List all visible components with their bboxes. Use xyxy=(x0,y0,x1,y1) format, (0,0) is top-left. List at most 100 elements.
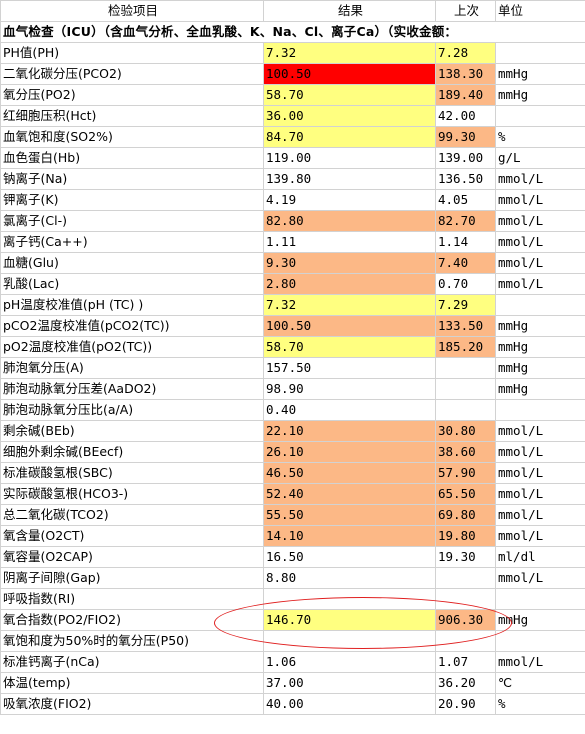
unit-cell xyxy=(495,588,585,610)
unit-cell: mmHg xyxy=(495,315,585,337)
table-row[interactable]: 钾离子(K) 4.19 4.05 mmol/L xyxy=(0,189,585,211)
item-name-cell: 氧容量(O2CAP) xyxy=(0,546,264,568)
table-row[interactable]: 总二氧化碳(TCO2) 55.50 69.80 mmol/L xyxy=(0,504,585,526)
header-unit[interactable]: 单位 xyxy=(495,0,585,22)
result-cell: 52.40 xyxy=(263,483,436,505)
header-previous[interactable]: 上次 xyxy=(435,0,496,22)
result-cell: 40.00 xyxy=(263,693,436,715)
header-row: 检验项目 结果 上次 单位 xyxy=(0,0,585,22)
previous-cell: 136.50 xyxy=(435,168,496,190)
previous-cell: 189.40 xyxy=(435,84,496,106)
section-row[interactable]: 血气检查（ICU）（含血气分析、全血乳酸、K、Na、Cl、离子Ca）（实收金额： xyxy=(0,21,585,43)
table-row[interactable]: 钠离子(Na) 139.80 136.50 mmol/L xyxy=(0,168,585,190)
table-row[interactable]: 阴离子间隙(Gap) 8.80 mmol/L xyxy=(0,567,585,589)
result-cell: 58.70 xyxy=(263,84,436,106)
unit-cell: mmol/L xyxy=(495,189,585,211)
unit-cell: mmol/L xyxy=(495,525,585,547)
unit-cell xyxy=(495,105,585,127)
result-cell: 7.32 xyxy=(263,294,436,316)
unit-cell xyxy=(495,399,585,421)
item-name-cell: 血氧饱和度(SO2%) xyxy=(0,126,264,148)
item-name-cell: 肺泡氧分压(A) xyxy=(0,357,264,379)
table-row[interactable]: pCO2温度校准值(pCO2(TC)) 100.50 133.50 mmHg xyxy=(0,315,585,337)
previous-cell: 133.50 xyxy=(435,315,496,337)
item-name-cell: 血糖(Glu) xyxy=(0,252,264,274)
result-cell: 146.70 xyxy=(263,609,436,631)
item-name-cell: 肺泡动脉氧分压比(a/A) xyxy=(0,399,264,421)
result-cell: 46.50 xyxy=(263,462,436,484)
unit-cell: mmHg xyxy=(495,84,585,106)
previous-cell: 19.30 xyxy=(435,546,496,568)
previous-cell xyxy=(435,357,496,379)
lab-results-body: 检验项目 结果 上次 单位 血气检查（ICU）（含血气分析、全血乳酸、K、Na、… xyxy=(0,0,585,715)
table-row[interactable]: 吸氧浓度(FIO2) 40.00 20.90% xyxy=(0,693,585,715)
item-name-cell: 氧饱和度为50%时的氧分压(P50) xyxy=(0,630,264,652)
table-row[interactable]: 肺泡动脉氧分压比(a/A) 0.40 xyxy=(0,399,585,421)
unit-cell: mmol/L xyxy=(495,420,585,442)
previous-cell: 906.30 xyxy=(435,609,496,631)
item-name-cell: 阴离子间隙(Gap) xyxy=(0,567,264,589)
table-row[interactable]: 氧容量(O2CAP) 16.50 19.30 ml/dl xyxy=(0,546,585,568)
table-row[interactable]: 剩余碱(BEb) 22.10 30.80 mmol/L xyxy=(0,420,585,442)
table-row[interactable]: pH温度校准值(pH (TC) ) 7.32 7.29 xyxy=(0,294,585,316)
unit-cell: ℃ xyxy=(495,672,585,694)
result-cell: 1.06 xyxy=(263,651,436,673)
table-row[interactable]: 氧含量(O2CT) 14.10 19.80 mmol/L xyxy=(0,525,585,547)
previous-cell: 99.30 xyxy=(435,126,496,148)
table-row[interactable]: 氯离子(Cl-) 82.80 82.70 mmol/L xyxy=(0,210,585,232)
result-cell: 36.00 xyxy=(263,105,436,127)
unit-cell: mmol/L xyxy=(495,651,585,673)
table-row[interactable]: 氧合指数(PO2/FIO2) 146.70 906.30 mmHg xyxy=(0,609,585,631)
previous-cell: 138.30 xyxy=(435,63,496,85)
result-cell: 58.70 xyxy=(263,336,436,358)
item-name-cell: 剩余碱(BEb) xyxy=(0,420,264,442)
item-name-cell: 血色蛋白(Hb) xyxy=(0,147,264,169)
unit-cell: mmol/L xyxy=(495,441,585,463)
table-row[interactable]: 标准钙离子(nCa) 1.06 1.07 mmol/L xyxy=(0,651,585,673)
table-row[interactable]: 标准碳酸氢根(SBC) 46.50 57.90 mmol/L xyxy=(0,462,585,484)
previous-cell xyxy=(435,378,496,400)
table-row[interactable]: 血色蛋白(Hb) 119.00 139.00 g/L xyxy=(0,147,585,169)
table-row[interactable]: 肺泡动脉氧分压差(AaDO2) 98.90 mmHg xyxy=(0,378,585,400)
item-name-cell: 乳酸(Lac) xyxy=(0,273,264,295)
item-name-cell: 呼吸指数(RI) xyxy=(0,588,264,610)
table-row[interactable]: PH值(PH) 7.32 7.28 xyxy=(0,42,585,64)
result-cell: 9.30 xyxy=(263,252,436,274)
lab-results-table: 检验项目 结果 上次 单位 血气检查（ICU）（含血气分析、全血乳酸、K、Na、… xyxy=(0,0,585,715)
table-row[interactable]: 二氧化碳分压(PCO2) 100.50 138.30 mmHg xyxy=(0,63,585,85)
unit-cell: mmol/L xyxy=(495,252,585,274)
section-title: 血气检查（ICU）（含血气分析、全血乳酸、K、Na、Cl、离子Ca）（实收金额： xyxy=(0,21,585,43)
result-cell: 14.10 xyxy=(263,525,436,547)
table-row[interactable]: 实际碳酸氢根(HCO3-) 52.40 65.50 mmol/L xyxy=(0,483,585,505)
previous-cell: 4.05 xyxy=(435,189,496,211)
table-row[interactable]: 血氧饱和度(SO2%) 84.70 99.30% xyxy=(0,126,585,148)
result-cell: 0.40 xyxy=(263,399,436,421)
result-cell: 139.80 xyxy=(263,168,436,190)
table-row[interactable]: 红细胞压积(Hct) 36.00 42.00 xyxy=(0,105,585,127)
table-row[interactable]: 乳酸(Lac) 2.80 0.70 mmol/L xyxy=(0,273,585,295)
table-row[interactable]: pO2温度校准值(pO2(TC)) 58.70 185.20 mmHg xyxy=(0,336,585,358)
result-cell: 22.10 xyxy=(263,420,436,442)
table-row[interactable]: 血糖(Glu) 9.30 7.40 mmol/L xyxy=(0,252,585,274)
header-result[interactable]: 结果 xyxy=(263,0,436,22)
previous-cell xyxy=(435,399,496,421)
previous-cell: 69.80 xyxy=(435,504,496,526)
item-name-cell: 标准碳酸氢根(SBC) xyxy=(0,462,264,484)
header-item[interactable]: 检验项目 xyxy=(0,0,264,22)
previous-cell: 1.14 xyxy=(435,231,496,253)
table-row[interactable]: 细胞外剩余碱(BEecf) 26.10 38.60 mmol/L xyxy=(0,441,585,463)
table-row[interactable]: 呼吸指数(RI) xyxy=(0,588,585,610)
result-cell: 157.50 xyxy=(263,357,436,379)
table-row[interactable]: 体温(temp) 37.00 36.20 ℃ xyxy=(0,672,585,694)
item-name-cell: 细胞外剩余碱(BEecf) xyxy=(0,441,264,463)
table-row[interactable]: 氧分压(PO2) 58.70 189.40 mmHg xyxy=(0,84,585,106)
item-name-cell: 钾离子(K) xyxy=(0,189,264,211)
result-cell: 37.00 xyxy=(263,672,436,694)
table-row[interactable]: 肺泡氧分压(A) 157.50 mmHg xyxy=(0,357,585,379)
item-name-cell: pO2温度校准值(pO2(TC)) xyxy=(0,336,264,358)
previous-cell: 65.50 xyxy=(435,483,496,505)
table-row[interactable]: 离子钙(Ca++) 1.11 1.14 mmol/L xyxy=(0,231,585,253)
table-row[interactable]: 氧饱和度为50%时的氧分压(P50) xyxy=(0,630,585,652)
unit-cell xyxy=(495,294,585,316)
item-name-cell: 标准钙离子(nCa) xyxy=(0,651,264,673)
